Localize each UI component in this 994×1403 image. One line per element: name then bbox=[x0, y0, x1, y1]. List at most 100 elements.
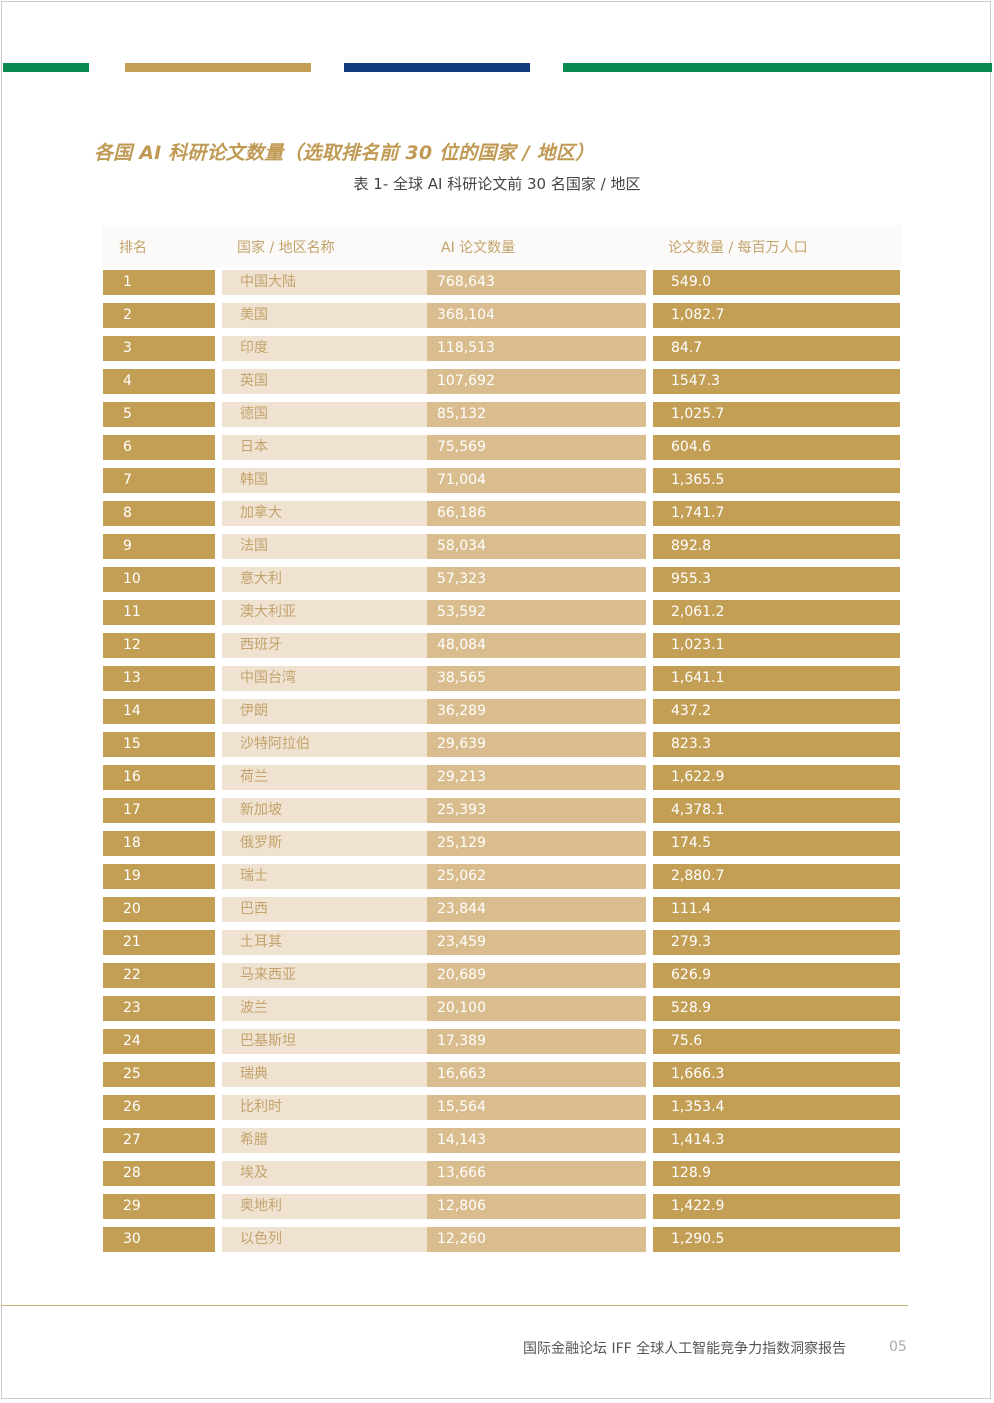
rank-cell: 10 bbox=[103, 567, 215, 592]
table-row: 23 波兰 20,100 528.9 bbox=[103, 993, 901, 1026]
table-row: 22 马来西亚 20,689 626.9 bbox=[103, 960, 901, 993]
per-million-cell: 84.7 bbox=[653, 336, 900, 361]
per-million-cell: 892.8 bbox=[653, 534, 900, 559]
papers-cell: 66,186 bbox=[427, 501, 646, 526]
table-row: 3 印度 118,513 84.7 bbox=[103, 333, 901, 366]
per-million-cell: 955.3 bbox=[653, 567, 900, 592]
table-row: 28 埃及 13,666 128.9 bbox=[103, 1158, 901, 1191]
table-row: 14 伊朗 36,289 437.2 bbox=[103, 696, 901, 729]
papers-cell: 20,689 bbox=[427, 963, 646, 988]
rank-cell: 3 bbox=[103, 336, 215, 361]
rank-cell: 13 bbox=[103, 666, 215, 691]
rank-cell: 15 bbox=[103, 732, 215, 757]
per-million-cell: 1,365.5 bbox=[653, 468, 900, 493]
table-row: 7 韩国 71,004 1,365.5 bbox=[103, 465, 901, 498]
rank-cell: 24 bbox=[103, 1029, 215, 1054]
per-million-cell: 111.4 bbox=[653, 897, 900, 922]
table-row: 9 法国 58,034 892.8 bbox=[103, 531, 901, 564]
table-row: 27 希腊 14,143 1,414.3 bbox=[103, 1125, 901, 1158]
per-million-cell: 1,290.5 bbox=[653, 1227, 900, 1252]
table-row: 25 瑞典 16,663 1,666.3 bbox=[103, 1059, 901, 1092]
papers-cell: 36,289 bbox=[427, 699, 646, 724]
table-row: 24 巴基斯坦 17,389 75.6 bbox=[103, 1026, 901, 1059]
table-row: 30 以色列 12,260 1,290.5 bbox=[103, 1224, 901, 1257]
papers-cell: 15,564 bbox=[427, 1095, 646, 1120]
table-header: 排名 国家 / 地区名称 AI 论文数量 论文数量 / 每百万人口 bbox=[103, 225, 901, 267]
per-million-cell: 128.9 bbox=[653, 1161, 900, 1186]
per-million-cell: 75.6 bbox=[653, 1029, 900, 1054]
table-row: 6 日本 75,569 604.6 bbox=[103, 432, 901, 465]
rank-cell: 27 bbox=[103, 1128, 215, 1153]
footer-report-title: 国际金融论坛 IFF 全球人工智能竞争力指数洞察报告 bbox=[523, 1341, 847, 1357]
per-million-cell: 1,353.4 bbox=[653, 1095, 900, 1120]
table-row: 21 土耳其 23,459 279.3 bbox=[103, 927, 901, 960]
rank-cell: 7 bbox=[103, 468, 215, 493]
per-million-cell: 1547.3 bbox=[653, 369, 900, 394]
papers-cell: 118,513 bbox=[427, 336, 646, 361]
table-row: 11 澳大利亚 53,592 2,061.2 bbox=[103, 597, 901, 630]
rank-cell: 9 bbox=[103, 534, 215, 559]
papers-cell: 20,100 bbox=[427, 996, 646, 1021]
papers-cell: 16,663 bbox=[427, 1062, 646, 1087]
table-row: 19 瑞士 25,062 2,880.7 bbox=[103, 861, 901, 894]
papers-cell: 12,260 bbox=[427, 1227, 646, 1252]
header-country: 国家 / 地区名称 bbox=[237, 240, 335, 256]
per-million-cell: 437.2 bbox=[653, 699, 900, 724]
per-million-cell: 1,082.7 bbox=[653, 303, 900, 328]
rank-cell: 11 bbox=[103, 600, 215, 625]
table-row: 20 巴西 23,844 111.4 bbox=[103, 894, 901, 927]
rank-cell: 8 bbox=[103, 501, 215, 526]
per-million-cell: 1,023.1 bbox=[653, 633, 900, 658]
rank-cell: 6 bbox=[103, 435, 215, 460]
per-million-cell: 2,880.7 bbox=[653, 864, 900, 889]
rank-cell: 29 bbox=[103, 1194, 215, 1219]
papers-cell: 12,806 bbox=[427, 1194, 646, 1219]
table-row: 29 奥地利 12,806 1,422.9 bbox=[103, 1191, 901, 1224]
papers-cell: 38,565 bbox=[427, 666, 646, 691]
table-row: 13 中国台湾 38,565 1,641.1 bbox=[103, 663, 901, 696]
papers-cell: 29,213 bbox=[427, 765, 646, 790]
table-row: 12 西班牙 48,084 1,023.1 bbox=[103, 630, 901, 663]
rank-cell: 4 bbox=[103, 369, 215, 394]
per-million-cell: 174.5 bbox=[653, 831, 900, 856]
table-row: 26 比利时 15,564 1,353.4 bbox=[103, 1092, 901, 1125]
papers-cell: 71,004 bbox=[427, 468, 646, 493]
rank-cell: 14 bbox=[103, 699, 215, 724]
papers-cell: 25,129 bbox=[427, 831, 646, 856]
papers-cell: 29,639 bbox=[427, 732, 646, 757]
per-million-cell: 549.0 bbox=[653, 270, 900, 295]
papers-cell: 75,569 bbox=[427, 435, 646, 460]
table-row: 8 加拿大 66,186 1,741.7 bbox=[103, 498, 901, 531]
per-million-cell: 4,378.1 bbox=[653, 798, 900, 823]
per-million-cell: 1,025.7 bbox=[653, 402, 900, 427]
per-million-cell: 1,422.9 bbox=[653, 1194, 900, 1219]
rank-cell: 21 bbox=[103, 930, 215, 955]
table-row: 5 德国 85,132 1,025.7 bbox=[103, 399, 901, 432]
table-row: 18 俄罗斯 25,129 174.5 bbox=[103, 828, 901, 861]
table-row: 16 荷兰 29,213 1,622.9 bbox=[103, 762, 901, 795]
papers-cell: 58,034 bbox=[427, 534, 646, 559]
papers-cell: 768,643 bbox=[427, 270, 646, 295]
table-row: 1 中国大陆 768,643 549.0 bbox=[103, 267, 901, 300]
papers-cell: 14,143 bbox=[427, 1128, 646, 1153]
papers-cell: 23,459 bbox=[427, 930, 646, 955]
papers-cell: 13,666 bbox=[427, 1161, 646, 1186]
rank-cell: 17 bbox=[103, 798, 215, 823]
papers-cell: 23,844 bbox=[427, 897, 646, 922]
rank-cell: 22 bbox=[103, 963, 215, 988]
per-million-cell: 604.6 bbox=[653, 435, 900, 460]
ranking-table: 排名 国家 / 地区名称 AI 论文数量 论文数量 / 每百万人口 1 中国大陆 7… bbox=[103, 225, 901, 1257]
rank-cell: 26 bbox=[103, 1095, 215, 1120]
decor-bar-green-right bbox=[563, 63, 992, 72]
per-million-cell: 1,622.9 bbox=[653, 765, 900, 790]
per-million-cell: 626.9 bbox=[653, 963, 900, 988]
per-million-cell: 528.9 bbox=[653, 996, 900, 1021]
per-million-cell: 1,741.7 bbox=[653, 501, 900, 526]
table-row: 10 意大利 57,323 955.3 bbox=[103, 564, 901, 597]
header-per-million: 论文数量 / 每百万人口 bbox=[668, 240, 808, 256]
section-title: 各国 AI 科研论文数量（选取排名前 30 位的国家 / 地区） bbox=[94, 142, 595, 164]
footer-divider bbox=[1, 1305, 908, 1306]
papers-cell: 85,132 bbox=[427, 402, 646, 427]
table-body: 1 中国大陆 768,643 549.0 2 美国 368,104 1,082.7 3 印度 118… bbox=[103, 267, 901, 1257]
